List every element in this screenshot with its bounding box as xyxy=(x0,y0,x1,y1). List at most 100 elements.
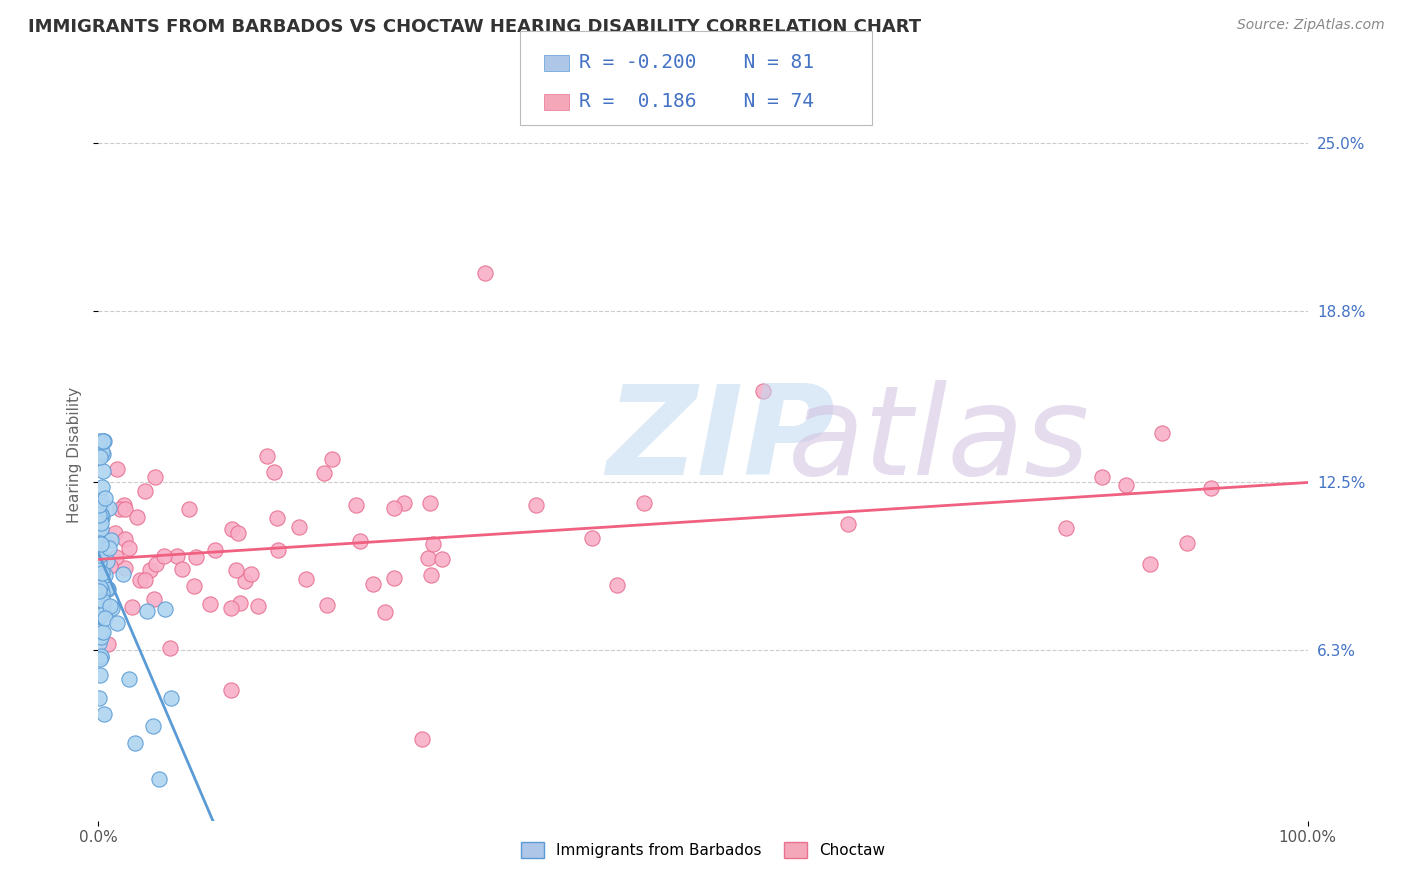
Point xyxy=(97,582,120,596)
Point xyxy=(837,516,859,531)
Point xyxy=(159,640,181,655)
Point xyxy=(89,525,111,540)
Point xyxy=(606,577,628,591)
Point xyxy=(153,602,176,616)
Point xyxy=(90,516,112,531)
Point xyxy=(124,736,146,750)
Point xyxy=(91,605,114,619)
Legend: Immigrants from Barbados, Choctaw: Immigrants from Barbados, Choctaw xyxy=(515,836,891,864)
Point xyxy=(91,444,114,458)
Point xyxy=(239,567,262,582)
Point xyxy=(263,465,285,479)
Point xyxy=(752,384,775,398)
Point xyxy=(87,555,110,569)
Text: ZIP: ZIP xyxy=(606,380,835,500)
Point xyxy=(104,549,127,564)
Point xyxy=(105,461,128,475)
Point xyxy=(89,559,111,574)
Point xyxy=(374,605,396,619)
Point xyxy=(94,610,117,624)
Point xyxy=(160,691,183,706)
Point xyxy=(89,580,111,594)
Point xyxy=(148,772,170,786)
Point xyxy=(142,718,165,732)
Point xyxy=(89,549,111,564)
Point xyxy=(411,732,433,747)
Point xyxy=(114,502,136,516)
Point xyxy=(422,537,444,551)
Point xyxy=(90,585,112,599)
Point xyxy=(89,491,111,506)
Point xyxy=(90,630,112,644)
Point xyxy=(91,597,114,611)
Point xyxy=(98,599,121,613)
Point xyxy=(97,541,120,555)
Point xyxy=(233,574,256,589)
Point xyxy=(200,598,222,612)
Point xyxy=(100,533,122,547)
Point xyxy=(93,706,115,721)
Point xyxy=(89,434,111,449)
Point xyxy=(184,550,207,565)
Point xyxy=(89,443,111,458)
Point xyxy=(125,510,148,524)
Point xyxy=(90,537,112,551)
Point xyxy=(91,594,114,608)
Point xyxy=(90,627,112,641)
Point xyxy=(143,592,166,607)
Point xyxy=(96,582,118,597)
Point xyxy=(382,500,405,515)
Point xyxy=(94,568,117,582)
Point xyxy=(361,577,384,591)
Point xyxy=(90,508,112,522)
Point xyxy=(295,572,318,586)
Point xyxy=(89,516,111,530)
Point xyxy=(121,599,143,614)
Point xyxy=(112,498,135,512)
Point xyxy=(256,449,278,463)
Point xyxy=(225,563,247,577)
Point xyxy=(101,600,124,615)
Point xyxy=(221,523,243,537)
Point xyxy=(344,498,367,512)
Point xyxy=(1054,521,1077,535)
Text: Source: ZipAtlas.com: Source: ZipAtlas.com xyxy=(1237,18,1385,32)
Point xyxy=(91,531,114,545)
Point xyxy=(96,581,118,595)
Point xyxy=(266,511,288,525)
Point xyxy=(312,466,335,480)
Y-axis label: Hearing Disability: Hearing Disability xyxy=(67,387,83,523)
Point xyxy=(419,496,441,510)
Point xyxy=(430,552,453,566)
Point xyxy=(416,551,439,566)
Point xyxy=(474,267,496,281)
Point xyxy=(90,510,112,524)
Point xyxy=(128,573,150,587)
Point xyxy=(118,672,141,686)
Point xyxy=(90,566,112,580)
Point xyxy=(94,491,117,505)
Point xyxy=(1175,535,1198,549)
Point xyxy=(89,548,111,562)
Point xyxy=(90,649,112,664)
Point xyxy=(219,601,242,615)
Point xyxy=(90,648,112,663)
Point xyxy=(89,593,111,607)
Point xyxy=(87,601,110,615)
Point xyxy=(204,543,226,558)
Point xyxy=(118,541,141,555)
Point xyxy=(246,599,269,613)
Point xyxy=(90,582,112,596)
Point xyxy=(1115,477,1137,491)
Point xyxy=(226,525,249,540)
Point xyxy=(97,637,120,651)
Point xyxy=(98,500,121,515)
Point xyxy=(108,502,131,516)
Point xyxy=(1199,481,1222,495)
Point xyxy=(90,503,112,517)
Point xyxy=(166,549,188,563)
Point xyxy=(114,560,136,574)
Point xyxy=(89,536,111,550)
Point xyxy=(229,596,252,610)
Point xyxy=(91,625,114,640)
